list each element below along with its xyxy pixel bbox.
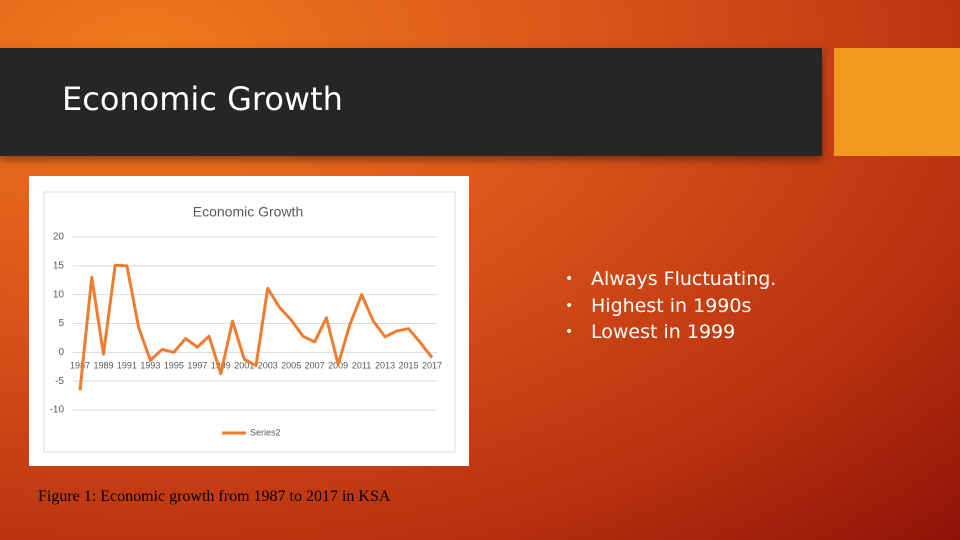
- x-tick-label: 2005: [281, 361, 301, 371]
- x-tick-label: 1989: [93, 361, 113, 371]
- x-tick-label: 1991: [117, 361, 137, 371]
- bullet: Lowest in 1999: [565, 319, 776, 346]
- line: [78, 263, 434, 391]
- chart: Economic Growth -10 -5 0 5 10 15 20 1987 1989 199…: [43, 191, 456, 453]
- accent-square: [834, 48, 960, 156]
- chart-title: Economic Growth: [193, 204, 303, 220]
- x-tick-label: 2007: [305, 361, 325, 371]
- chart-frame: Economic Growth -10 -5 0 5 10 15 20 1987 1989 199…: [29, 176, 469, 466]
- y-tick-label: 5: [58, 318, 64, 329]
- x-tick-label: 2003: [258, 361, 278, 371]
- bullet: Always Fluctuating.: [565, 266, 776, 293]
- x-tick-label: 1995: [164, 361, 184, 371]
- x-tick-label: 1999: [211, 361, 231, 371]
- legend-label: Series2: [250, 427, 281, 437]
- caption: Figure 1: Economic growth from 1987 to 2…: [38, 488, 391, 505]
- y-tick-label: 15: [53, 260, 65, 271]
- x-tick-label: 2001: [234, 361, 254, 371]
- slide-title: Economic Growth: [62, 80, 343, 118]
- x-tick-label: 2015: [399, 361, 419, 371]
- chart-border: [43, 191, 456, 453]
- y-tick-label: 20: [53, 232, 65, 243]
- bullet-list: Always Fluctuating.Highest in 1990sLowes…: [565, 266, 776, 346]
- x-tick-label: 2013: [375, 361, 395, 371]
- y-tick-label: 0: [58, 347, 64, 358]
- y-tick-label: 10: [53, 289, 65, 300]
- y-tick-label: -5: [55, 376, 64, 387]
- bullet: Highest in 1990s: [565, 293, 776, 320]
- title-bar: Economic Growth: [0, 48, 822, 156]
- x-tick-label: 1987: [70, 361, 90, 371]
- x-tick-label: 2017: [422, 361, 442, 371]
- x-tick-label: 1997: [187, 361, 207, 371]
- y-tick-label: -10: [50, 405, 65, 416]
- x-tick-label: 1993: [140, 361, 160, 371]
- x-tick-label: 2011: [352, 361, 371, 371]
